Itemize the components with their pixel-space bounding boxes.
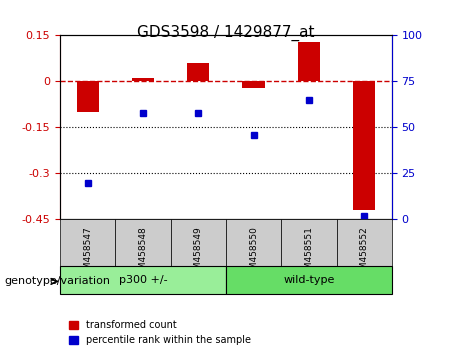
FancyBboxPatch shape bbox=[281, 219, 337, 266]
FancyBboxPatch shape bbox=[226, 219, 281, 266]
Text: GSM458550: GSM458550 bbox=[249, 227, 258, 281]
FancyBboxPatch shape bbox=[337, 219, 392, 266]
Text: GSM458549: GSM458549 bbox=[194, 227, 203, 281]
Text: wild-type: wild-type bbox=[283, 275, 335, 285]
FancyBboxPatch shape bbox=[60, 266, 226, 294]
Bar bbox=[77, 81, 99, 112]
FancyBboxPatch shape bbox=[171, 219, 226, 266]
Bar bbox=[132, 78, 154, 81]
FancyBboxPatch shape bbox=[60, 219, 115, 266]
Text: GSM458547: GSM458547 bbox=[83, 227, 92, 281]
Text: genotype/variation: genotype/variation bbox=[5, 276, 111, 286]
Bar bbox=[353, 81, 375, 210]
Text: GDS3598 / 1429877_at: GDS3598 / 1429877_at bbox=[137, 25, 315, 41]
Text: p300 +/-: p300 +/- bbox=[118, 275, 167, 285]
FancyBboxPatch shape bbox=[226, 266, 392, 294]
Bar bbox=[187, 63, 209, 81]
Text: GSM458552: GSM458552 bbox=[360, 227, 369, 281]
Text: GSM458551: GSM458551 bbox=[304, 227, 313, 281]
Bar bbox=[298, 41, 320, 81]
Bar bbox=[242, 81, 265, 87]
FancyBboxPatch shape bbox=[115, 219, 171, 266]
Text: GSM458548: GSM458548 bbox=[138, 227, 148, 281]
Legend: transformed count, percentile rank within the sample: transformed count, percentile rank withi… bbox=[65, 316, 255, 349]
